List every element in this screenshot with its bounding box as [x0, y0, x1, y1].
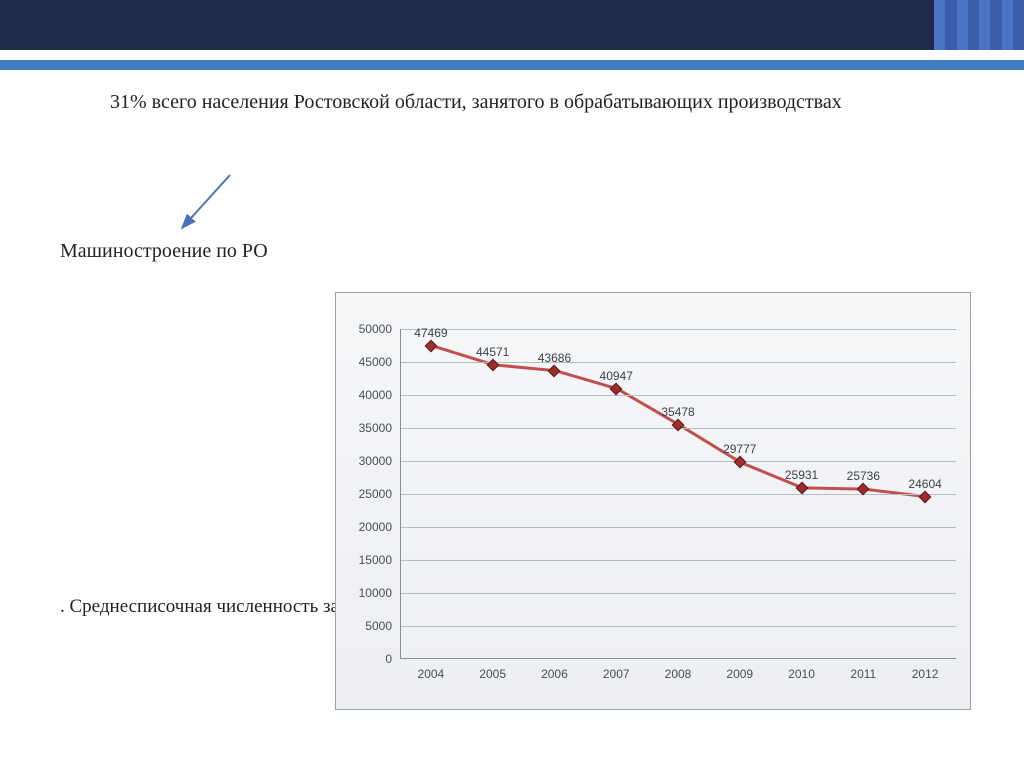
data-label: 43686	[538, 351, 571, 365]
y-tick-label: 5000	[344, 619, 392, 633]
gridline	[401, 494, 956, 495]
data-label: 47469	[414, 326, 447, 340]
y-tick-label: 20000	[344, 520, 392, 534]
gridline	[401, 560, 956, 561]
intro-text: 31% всего населения Ростовской области, …	[110, 90, 842, 115]
gridline	[401, 395, 956, 396]
x-tick-label: 2010	[788, 667, 815, 681]
data-label: 24604	[908, 477, 941, 491]
gridline	[401, 593, 956, 594]
data-label: 25736	[847, 469, 880, 483]
header-accent-line	[0, 60, 1024, 70]
data-label: 35478	[661, 405, 694, 419]
x-tick-label: 2009	[726, 667, 753, 681]
y-tick-label: 10000	[344, 586, 392, 600]
x-tick-label: 2004	[418, 667, 445, 681]
gridline	[401, 461, 956, 462]
x-tick-label: 2006	[541, 667, 568, 681]
y-tick-label: 15000	[344, 553, 392, 567]
x-tick-label: 2011	[850, 667, 876, 681]
x-tick-label: 2007	[603, 667, 630, 681]
y-tick-label: 0	[344, 652, 392, 666]
gridline	[401, 527, 956, 528]
subtitle-text: Машиностроение по РО	[60, 240, 268, 263]
data-label: 25931	[785, 468, 818, 482]
data-label: 40947	[600, 369, 633, 383]
gridline	[401, 329, 956, 330]
plot-area	[400, 329, 956, 659]
line-chart: 0 5000 10000 15000 20000 25000 30000 35000 40000…	[335, 292, 971, 710]
y-tick-label: 25000	[344, 487, 392, 501]
y-tick-label: 30000	[344, 454, 392, 468]
data-label: 29777	[723, 442, 756, 456]
data-label: 44571	[476, 345, 509, 359]
y-tick-label: 45000	[344, 355, 392, 369]
header-stripes	[934, 0, 1024, 50]
x-tick-label: 2005	[479, 667, 506, 681]
gridline	[401, 626, 956, 627]
y-tick-label: 35000	[344, 421, 392, 435]
y-tick-label: 50000	[344, 322, 392, 336]
x-tick-label: 2012	[912, 667, 939, 681]
arrow-icon	[170, 170, 250, 240]
header-bar	[0, 0, 1024, 50]
gridline	[401, 362, 956, 363]
x-tick-label: 2008	[665, 667, 692, 681]
y-tick-label: 40000	[344, 388, 392, 402]
